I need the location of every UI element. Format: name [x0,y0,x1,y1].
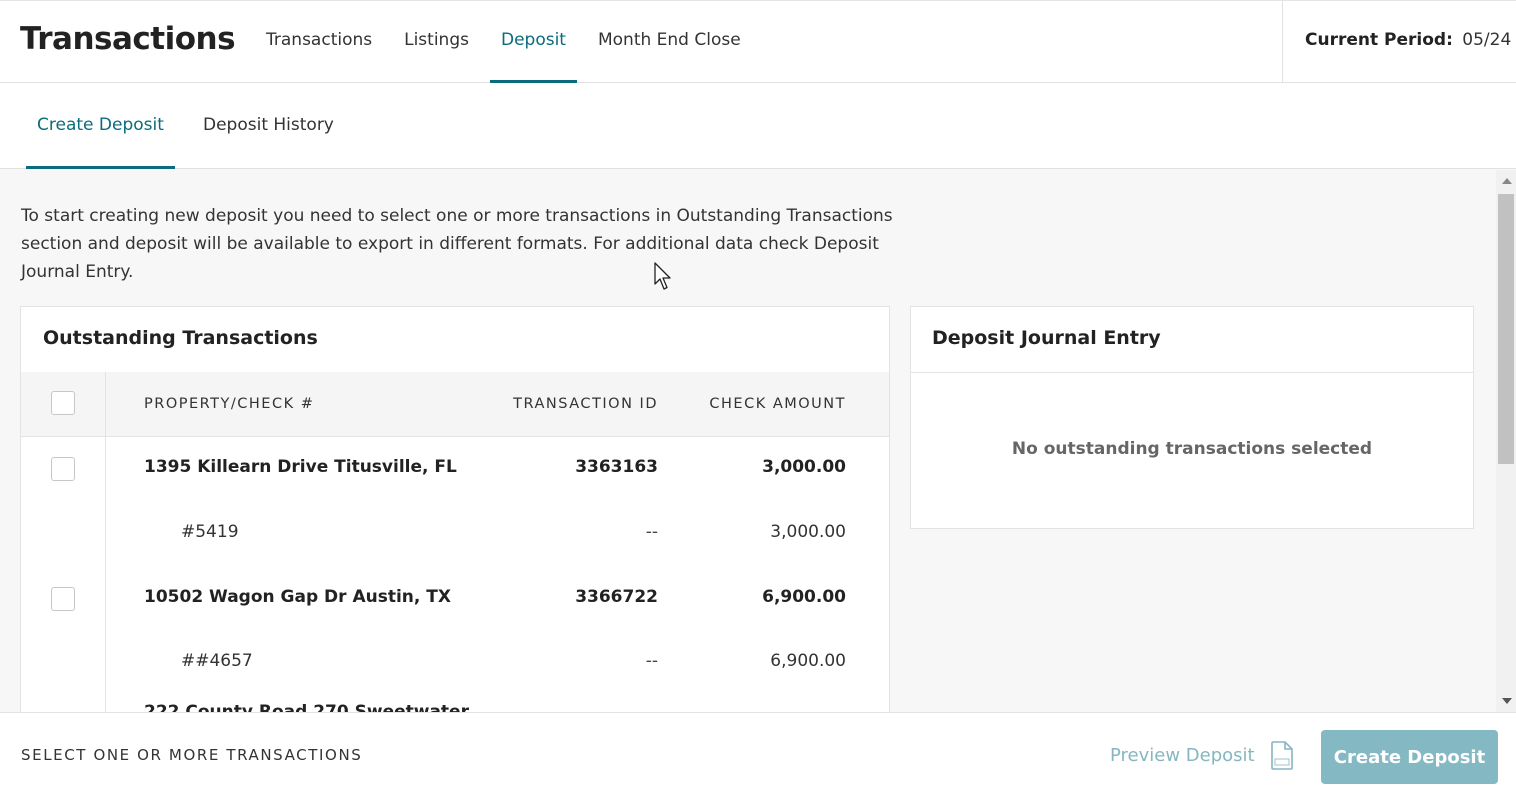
nav-transactions[interactable]: Transactions [266,30,373,50]
main-content: To start creating new deposit you need t… [0,170,1496,712]
outstanding-title: Outstanding Transactions [43,327,318,349]
nav-month-end-close[interactable]: Month End Close [597,30,741,50]
tab-deposit-history[interactable]: Deposit History [203,115,334,135]
column-header-transaction-id: TRANSACTION ID [513,396,658,412]
table-row[interactable]: 10502 Wagon Gap Dr Austin, TX 3366722 6,… [21,567,889,631]
table-row[interactable]: 222 County Road 270 Sweetwater [21,682,889,712]
check-row: #5419 -- 3,000.00 [21,503,889,563]
deposit-journal-entry-card: Deposit Journal Entry No outstanding tra… [910,306,1474,529]
check-transaction-id: -- [645,522,658,542]
column-header-property: PROPERTY/CHECK # [144,396,315,412]
check-number: #5419 [181,522,239,542]
intro-text: To start creating new deposit you need t… [21,206,893,282]
pdf-file-icon [1270,741,1293,770]
check-row-amount: 6,900.00 [770,651,846,671]
check-amount: 3,000.00 [762,457,846,477]
check-row: ##4657 -- 6,900.00 [21,632,889,692]
selection-hint: SELECT ONE OR MORE TRANSACTIONS [21,746,363,764]
preview-deposit-button[interactable]: Preview Deposit [1110,741,1293,770]
column-header-check-amount: CHECK AMOUNT [709,396,846,412]
vertical-scrollbar[interactable] [1496,170,1516,712]
table-row[interactable]: 1395 Killearn Drive Titusville, FL 33631… [21,437,889,501]
check-row-amount: 3,000.00 [770,522,846,542]
property-address: 10502 Wagon Gap Dr Austin, TX [144,587,451,607]
create-deposit-button[interactable]: Create Deposit [1321,730,1498,784]
main-nav: Transactions Listings Deposit Month End … [250,1,757,83]
scroll-up-arrow-icon[interactable] [1502,178,1512,184]
nav-deposit[interactable]: Deposit [485,1,582,83]
check-number: ##4657 [181,651,253,671]
scroll-down-arrow-icon[interactable] [1502,698,1512,704]
property-address: 1395 Killearn Drive Titusville, FL [144,457,457,477]
footer-bar: SELECT ONE OR MORE TRANSACTIONS Preview … [0,712,1516,789]
outstanding-transactions-card: Outstanding Transactions PROPERTY/CHECK … [20,306,890,712]
tab-create-deposit[interactable]: Create Deposit [26,83,175,169]
current-period-label: Current Period: [1305,30,1453,50]
journal-header: Deposit Journal Entry [911,307,1473,373]
subtab-bar: Create Deposit Deposit History [0,83,1516,169]
check-amount: 6,900.00 [762,587,846,607]
journal-title: Deposit Journal Entry [932,327,1161,349]
top-header: Transactions Transactions Listings Depos… [0,0,1516,83]
scroll-thumb[interactable] [1498,194,1514,464]
current-period: Current Period: 05/24 [1282,1,1516,83]
transaction-id: 3366722 [575,587,658,607]
current-period-value: 05/24 [1462,30,1512,50]
row-checkbox[interactable] [51,457,75,481]
nav-listings[interactable]: Listings [404,30,469,50]
check-transaction-id: -- [645,651,658,671]
page-title: Transactions [20,21,236,57]
table-header: PROPERTY/CHECK # TRANSACTION ID CHECK AM… [21,372,889,437]
row-checkbox[interactable] [51,587,75,611]
property-address: 222 County Road 270 Sweetwater [144,702,469,712]
preview-deposit-label: Preview Deposit [1110,745,1255,766]
journal-empty-message: No outstanding transactions selected [1011,439,1373,459]
transaction-id: 3363163 [575,457,658,477]
column-divider [105,372,106,712]
mouse-pointer-icon [654,262,671,290]
select-all-checkbox[interactable] [51,391,75,415]
